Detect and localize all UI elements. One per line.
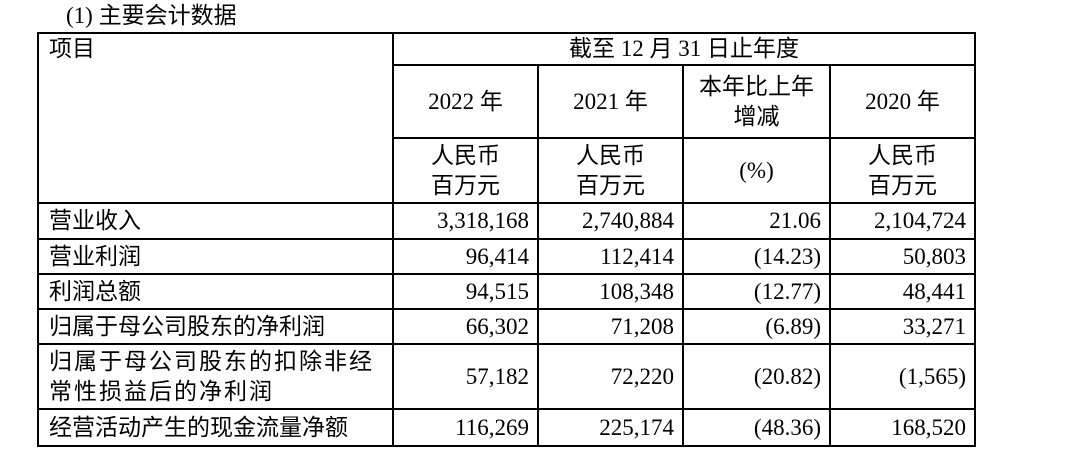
value-2020: 50,803 bbox=[829, 238, 976, 275]
value-2021: 112,414 bbox=[537, 238, 684, 275]
row-label: 经营活动产生的现金流量净额 bbox=[37, 408, 394, 447]
value-2022: 3,318,168 bbox=[392, 202, 539, 240]
period-header: 截至 12 月 31 日止年度 bbox=[392, 32, 976, 66]
unit-2022: 人民币百万元 bbox=[392, 137, 539, 204]
value-2020: 33,271 bbox=[829, 308, 976, 345]
value-2022: 94,515 bbox=[392, 273, 539, 310]
row-label: 归属于母公司股东的净利润 bbox=[37, 308, 394, 345]
table-row: 经营活动产生的现金流量净额 116,269 225,174 (48.36) 16… bbox=[37, 408, 976, 447]
table-row: 利润总额 94,515 108,348 (12.77) 48,441 bbox=[37, 273, 976, 310]
table-row: 归属于母公司股东的扣除非经常性损益后的净利润 57,182 72,220 (20… bbox=[37, 343, 976, 410]
header-row-years: 2022 年 2021 年 本年比上年增减 2020 年 bbox=[38, 64, 976, 139]
value-2021: 71,208 bbox=[537, 308, 684, 345]
value-change: (6.89) bbox=[682, 308, 831, 345]
col-header-2020: 2020 年 bbox=[829, 64, 976, 139]
value-2020: 168,520 bbox=[829, 408, 976, 447]
section-title: (1) 主要会计数据 bbox=[66, 3, 237, 28]
col-header-change: 本年比上年增减 bbox=[682, 64, 831, 139]
row-label: 营业利润 bbox=[37, 238, 394, 275]
value-2021: 72,220 bbox=[537, 343, 684, 410]
unit-2021: 人民币百万元 bbox=[537, 137, 684, 204]
row-label: 营业收入 bbox=[37, 202, 394, 240]
accounting-data-table: 项目 截至 12 月 31 日止年度 2022 年 2021 年 本年比上年增减… bbox=[37, 32, 976, 447]
table-row: 归属于母公司股东的净利润 66,302 71,208 (6.89) 33,271 bbox=[37, 308, 976, 345]
table-row: 营业收入 3,318,168 2,740,884 21.06 2,104,724 bbox=[37, 202, 976, 240]
value-2021: 108,348 bbox=[537, 273, 684, 310]
value-2020: (1,565) bbox=[829, 343, 976, 410]
value-2020: 48,441 bbox=[829, 273, 976, 310]
value-2020: 2,104,724 bbox=[829, 202, 976, 240]
unit-change: (%) bbox=[682, 137, 831, 204]
value-2021: 225,174 bbox=[537, 408, 684, 447]
unit-2020: 人民币百万元 bbox=[829, 137, 976, 204]
value-change: 21.06 bbox=[682, 202, 831, 240]
col-header-2021: 2021 年 bbox=[537, 64, 684, 139]
table-row: 营业利润 96,414 112,414 (14.23) 50,803 bbox=[37, 238, 976, 275]
value-change: (14.23) bbox=[682, 238, 831, 275]
value-change: (48.36) bbox=[682, 408, 831, 447]
item-header: 项目 bbox=[37, 32, 394, 204]
value-2022: 57,182 bbox=[392, 343, 539, 410]
col-header-2022: 2022 年 bbox=[392, 64, 539, 139]
value-2021: 2,740,884 bbox=[537, 202, 684, 240]
value-2022: 96,414 bbox=[392, 238, 539, 275]
value-2022: 116,269 bbox=[392, 408, 539, 447]
row-label: 利润总额 bbox=[37, 273, 394, 310]
header-row-period: 项目 截至 12 月 31 日止年度 bbox=[37, 32, 976, 204]
value-change: (20.82) bbox=[682, 343, 831, 410]
header-row-units: 人民币百万元 人民币百万元 (%) 人民币百万元 bbox=[38, 137, 976, 204]
value-change: (12.77) bbox=[682, 273, 831, 310]
value-2022: 66,302 bbox=[392, 308, 539, 345]
row-label: 归属于母公司股东的扣除非经常性损益后的净利润 bbox=[37, 343, 394, 410]
